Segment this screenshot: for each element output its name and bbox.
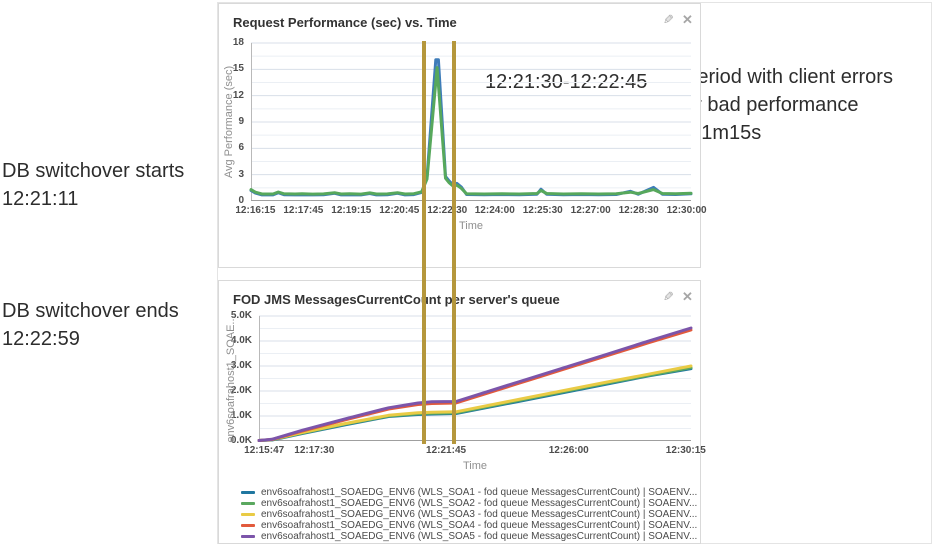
legend-label: env6soafrahost1_SOAEDG_ENV6 (WLS_SOA3 - … (261, 509, 698, 520)
legend-item[interactable]: env6soafrahost1_SOAEDG_ENV6 (WLS_SOA4 - … (241, 520, 697, 531)
y-tick-label: 12 (232, 89, 244, 101)
x-tick-label: 12:16:15 (235, 205, 276, 216)
x-tick-label: 12:15:47 (244, 445, 285, 456)
wls-soa5-count-line (257, 326, 693, 442)
y-tick-label: 0.0K (230, 435, 252, 446)
legend-swatch (241, 502, 255, 505)
x-tick-label: 12:26:00 (548, 445, 589, 456)
chart-title: FOD JMS MessagesCurrentCount per server'… (233, 292, 560, 307)
panel-fod-jms-queue: FOD JMS MessagesCurrentCount per server'… (218, 280, 706, 544)
annotation-db-switchover-end: DB switchover ends 12:22:59 (2, 297, 179, 353)
x-tick-label: 12:17:45 (283, 205, 324, 216)
close-icon[interactable]: ✕ (682, 12, 693, 27)
x-tick-label: 12:21:45 (426, 445, 467, 456)
x-tick-label: 12:30:15 (665, 445, 706, 456)
edit-pencil-icon[interactable]: ✎ (663, 289, 674, 304)
x-axis-title: Time (462, 460, 488, 472)
avg-performance-green-line (249, 66, 693, 196)
x-tick-label: 12:28:30 (618, 205, 659, 216)
y-tick-label: 3.0K (230, 360, 252, 371)
y-tick-label: 9 (238, 116, 244, 127)
annotation-error-period: Period with client errors or bad perform… (684, 63, 893, 147)
y-tick-label: 1.0K (230, 410, 252, 421)
legend-swatch (241, 513, 255, 516)
legend-label: env6soafrahost1_SOAEDG_ENV6 (WLS_SOA5 - … (261, 531, 698, 542)
legend-item[interactable]: env6soafrahost1_SOAEDG_ENV6 (WLS_SOA1 - … (241, 487, 697, 498)
y-axis-title: env6soafrahost1_SOAE... (225, 314, 237, 443)
legend-swatch (241, 535, 255, 538)
y-tick-label: 15 (232, 63, 244, 75)
legend-swatch (241, 524, 255, 527)
y-tick-label: 5.0K (230, 310, 252, 321)
x-tick-label: 12:30:00 (666, 205, 707, 216)
y-tick-label: 18 (232, 37, 244, 48)
x-tick-label: 12:22:30 (427, 205, 468, 216)
legend-item[interactable]: env6soafrahost1_SOAEDG_ENV6 (WLS_SOA2 - … (241, 498, 697, 509)
chart-title: Request Performance (sec) vs. Time (233, 15, 457, 30)
annotation-line: 12:22:59 (2, 328, 80, 350)
annotation-line: DB switchover ends (2, 300, 179, 322)
annotation-line: DB switchover starts (2, 160, 185, 182)
close-icon[interactable]: ✕ (682, 289, 693, 304)
x-tick-label: 12:24:00 (474, 205, 515, 216)
x-tick-label: 12:27:00 (570, 205, 611, 216)
x-axis-title: Time (458, 220, 484, 232)
annotation-line: Period with client errors (684, 66, 893, 88)
legend-label: env6soafrahost1_SOAEDG_ENV6 (WLS_SOA2 - … (261, 498, 698, 509)
highlight-line-end (452, 41, 456, 444)
x-tick-label: 12:20:45 (379, 205, 420, 216)
highlight-line-start (422, 41, 426, 444)
panel-request-performance: Request Performance (sec) vs. Time ✎ ✕ 1… (218, 3, 707, 268)
x-tick-label: 12:19:15 (331, 205, 372, 216)
x-tick-label: 12:25:30 (522, 205, 563, 216)
legend-item[interactable]: env6soafrahost1_SOAEDG_ENV6 (WLS_SOA5 - … (241, 531, 697, 542)
x-tick-label: 12:17:30 (294, 445, 335, 456)
y-tick-label: 0 (238, 195, 244, 206)
y-tick-label: 4.0K (230, 335, 252, 346)
y-tick-label: 2.0K (230, 385, 252, 396)
legend-item[interactable]: env6soafrahost1_SOAEDG_ENV6 (WLS_SOA3 - … (241, 509, 697, 520)
y-tick-label: 3 (238, 168, 244, 180)
edit-pencil-icon[interactable]: ✎ (663, 12, 674, 27)
legend-swatch (241, 491, 255, 494)
annotation-db-switchover-start: DB switchover starts 12:21:11 (2, 157, 184, 213)
request-performance-plot-area[interactable] (249, 42, 693, 201)
legend-label: env6soafrahost1_SOAEDG_ENV6 (WLS_SOA1 - … (261, 487, 698, 498)
legend-label: env6soafrahost1_SOAEDG_ENV6 (WLS_SOA4 - … (261, 520, 698, 531)
y-tick-label: 6 (238, 142, 244, 154)
y-axis-title: Avg Performance (sec) (223, 65, 235, 179)
annotation-line: or bad performance (684, 94, 859, 116)
fod-jms-queue-plot-area[interactable] (257, 315, 693, 442)
annotation-line: ~ 1m15s (684, 122, 762, 144)
annotation-line: 12:21:11 (2, 188, 79, 210)
